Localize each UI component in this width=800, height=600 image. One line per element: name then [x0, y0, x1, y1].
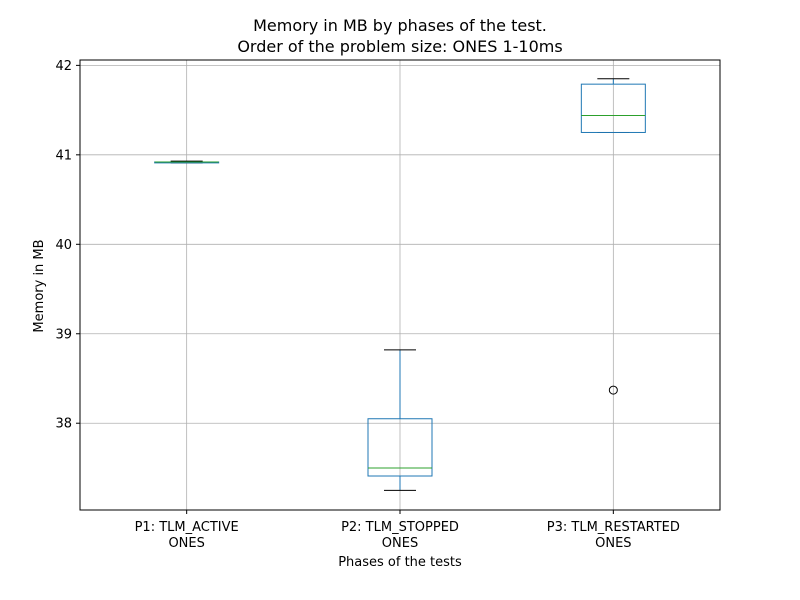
x-axis-label: Phases of the tests: [338, 555, 462, 570]
x-tick-label: P1: TLM_ACTIVE: [135, 520, 239, 535]
y-axis-label: Memory in MB: [32, 239, 47, 332]
chart-title-line-1: Memory in MB by phases of the test.: [253, 16, 547, 35]
grid-lines: [80, 60, 720, 510]
iqr-box: [367, 418, 433, 477]
x-tick-label: ONES: [382, 536, 418, 551]
y-tick-label: 38: [55, 417, 72, 432]
x-tick-label: P3: TLM_RESTARTED: [547, 520, 680, 535]
x-tick-label: ONES: [595, 536, 631, 551]
y-tick-label: 42: [55, 59, 72, 74]
y-tick-label: 40: [55, 238, 72, 253]
iqr-box: [580, 83, 646, 133]
x-tick-label: P2: TLM_STOPPED: [341, 520, 459, 535]
box-series: [154, 78, 646, 491]
x-tick-label: ONES: [168, 536, 204, 551]
box-1: [154, 160, 220, 164]
outlier-point: [608, 385, 618, 395]
y-tick-label: 41: [55, 148, 72, 163]
box-3: [580, 78, 646, 395]
box-2: [367, 349, 433, 491]
chart-title-line-2: Order of the problem size: ONES 1-10ms: [237, 37, 562, 56]
y-tick-label: 39: [55, 327, 72, 342]
